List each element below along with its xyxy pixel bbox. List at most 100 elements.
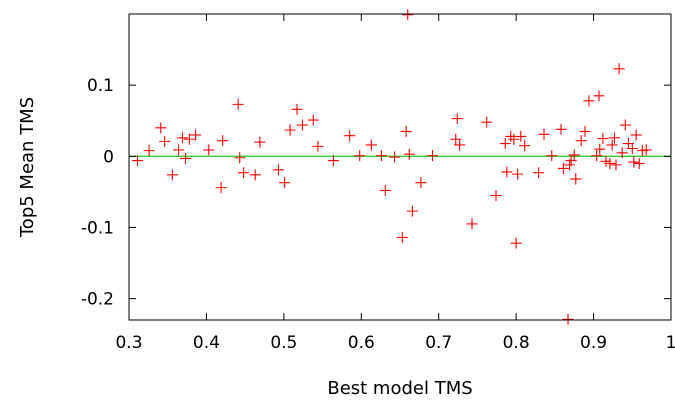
y-tick-label: -0.2 <box>81 290 114 310</box>
data-points <box>132 9 652 325</box>
data-point <box>379 184 391 196</box>
data-point <box>190 129 202 141</box>
data-point <box>155 122 167 134</box>
y-tick-label: -0.1 <box>81 218 114 238</box>
data-point <box>593 90 605 102</box>
data-point <box>354 150 366 162</box>
data-point <box>626 142 638 154</box>
data-point <box>481 116 493 128</box>
data-point <box>538 128 550 140</box>
x-tick-label: 0.3 <box>115 333 142 353</box>
data-point <box>234 152 246 164</box>
data-point <box>215 182 227 194</box>
data-point <box>630 129 642 141</box>
data-point <box>575 135 587 147</box>
data-point <box>619 119 631 131</box>
data-point <box>515 130 527 142</box>
data-point <box>327 155 339 167</box>
data-point <box>159 135 171 147</box>
data-point <box>608 132 620 144</box>
data-point <box>546 150 558 162</box>
data-point <box>365 139 377 151</box>
y-axis-label: Top5 Mean TMS <box>17 97 38 238</box>
data-point <box>564 159 576 171</box>
data-point <box>406 205 418 217</box>
x-tick-label: 0.6 <box>348 333 375 353</box>
data-point <box>568 149 580 161</box>
data-point <box>291 103 303 115</box>
data-point <box>640 144 652 156</box>
data-point <box>594 143 606 155</box>
data-point <box>344 130 356 142</box>
data-point <box>512 168 524 180</box>
data-point <box>519 140 531 152</box>
y-tick-label: 0 <box>103 147 114 167</box>
data-point <box>591 150 603 162</box>
data-point <box>232 98 244 110</box>
data-point <box>166 169 178 181</box>
data-point <box>562 313 574 325</box>
data-point <box>254 136 266 148</box>
data-point <box>499 138 511 150</box>
data-point <box>284 124 296 136</box>
data-point <box>466 218 478 230</box>
data-point <box>389 151 401 163</box>
data-point <box>501 166 513 178</box>
x-axis-label: Best model TMS <box>327 378 472 399</box>
y-axis-ticks: -0.2 -0.1 0 0.1 <box>81 76 671 310</box>
data-point <box>450 133 462 145</box>
data-point <box>628 156 640 168</box>
data-point <box>375 150 387 162</box>
data-point <box>451 113 463 125</box>
y-tick-label: 0.1 <box>87 76 114 96</box>
data-point <box>238 167 250 179</box>
data-point <box>415 177 427 189</box>
x-tick-label: 0.7 <box>425 333 452 353</box>
data-point <box>555 123 567 135</box>
data-point <box>176 132 188 144</box>
data-point <box>505 130 517 142</box>
data-point <box>508 133 520 145</box>
data-point <box>583 95 595 107</box>
x-tick-label: 1 <box>666 333 675 353</box>
data-point <box>132 155 144 167</box>
plot-area-border <box>128 13 672 321</box>
x-axis-ticks: 0.3 0.4 0.5 0.6 0.7 0.8 0.9 1 <box>115 14 675 353</box>
data-point <box>217 135 229 147</box>
data-point <box>312 140 324 152</box>
data-point <box>579 125 591 137</box>
data-point <box>604 157 616 169</box>
data-point <box>510 237 522 249</box>
data-point <box>143 145 155 157</box>
data-point <box>249 169 261 181</box>
data-point <box>203 144 215 156</box>
x-tick-label: 0.8 <box>503 333 530 353</box>
data-point <box>570 173 582 185</box>
data-point <box>533 167 545 179</box>
data-point <box>396 231 408 243</box>
data-point <box>183 133 195 145</box>
data-point <box>606 139 618 151</box>
x-tick-label: 0.5 <box>270 333 297 353</box>
data-point <box>613 63 625 75</box>
data-point <box>454 139 466 151</box>
x-tick-label: 0.9 <box>580 333 607 353</box>
data-point <box>296 119 308 131</box>
data-point <box>427 150 439 162</box>
data-point <box>180 152 192 164</box>
data-point <box>490 189 502 201</box>
data-point <box>597 133 609 145</box>
data-point <box>173 144 185 156</box>
data-point <box>272 164 284 176</box>
data-point <box>400 125 412 137</box>
x-tick-label: 0.4 <box>193 333 220 353</box>
data-point <box>633 157 645 169</box>
data-point <box>279 177 291 189</box>
data-point <box>565 155 577 167</box>
data-point <box>557 162 569 174</box>
data-point <box>402 9 414 21</box>
data-point <box>616 147 628 159</box>
data-point <box>610 159 622 171</box>
